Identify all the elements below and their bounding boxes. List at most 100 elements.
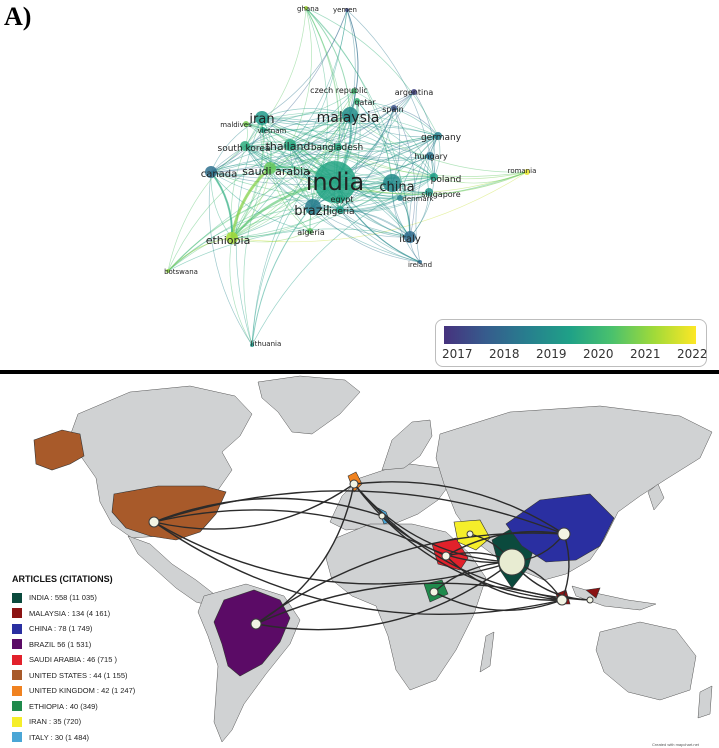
network-edge (349, 114, 431, 157)
network-edge (356, 100, 393, 184)
network-edge (244, 7, 307, 147)
legend-swatch (12, 732, 22, 743)
network-node-label: ireland (408, 261, 432, 269)
colorbar-gradient (444, 326, 696, 344)
network-edge (231, 198, 341, 239)
network-edge (261, 117, 339, 148)
network-nodes (166, 6, 530, 347)
network-node-label: argentina (395, 88, 434, 97)
network-edge (262, 112, 351, 131)
network-edge (167, 237, 233, 272)
network-edge (244, 145, 421, 263)
legend-row: UNITED KINGDOM : 42 (1 247) (12, 683, 135, 699)
network-edge (210, 117, 263, 173)
network-node (255, 111, 269, 125)
network-node (243, 121, 249, 127)
map-hub-node (148, 516, 160, 528)
network-node-label: singapore (421, 190, 461, 199)
network-edge (269, 114, 351, 169)
network-edge (305, 7, 351, 116)
network-edge (339, 191, 430, 212)
network-edge (244, 145, 314, 208)
network-edges (167, 7, 528, 346)
network-edge (269, 9, 348, 169)
network-edge (337, 146, 431, 161)
articles-legend: ARTICLES (CITATIONS) INDIA : 558 (11 035… (12, 574, 135, 745)
network-edge (261, 117, 339, 148)
network-edge (210, 117, 263, 173)
network-edge (231, 114, 351, 239)
legend-row: SAUDI ARABIA : 46 (715 ) (12, 652, 135, 668)
network-edge (261, 117, 439, 145)
network-node (397, 195, 403, 201)
network-node (240, 141, 250, 151)
legend-swatch (12, 701, 22, 712)
network-edge (231, 9, 348, 239)
legend-text: BRAZIL 56 (1 531) (29, 639, 92, 649)
legend-swatch (12, 654, 22, 665)
colorbar-tick: 2018 (489, 347, 520, 361)
co-authorship-network: india malaysia china iran brazil saudi arabia… (164, 5, 536, 348)
legend-swatch (12, 670, 22, 681)
network-edge (262, 128, 339, 148)
network-node-label: saudi arabia (242, 165, 310, 178)
network-edge (235, 117, 263, 346)
network-node (351, 88, 357, 94)
alaska-region (33, 429, 85, 471)
network-edge (269, 135, 439, 172)
collaboration-link (353, 483, 563, 601)
network-edge (210, 171, 233, 239)
network-edge (261, 114, 351, 125)
network-edge (353, 90, 435, 178)
network-node-label: denmark (402, 195, 434, 203)
network-edge (339, 135, 439, 211)
network-node-label: vietnam (258, 127, 287, 135)
network-edge (245, 123, 314, 208)
map-hub-nodes (148, 479, 594, 630)
map-hub-node (466, 530, 474, 538)
network-edge (289, 144, 393, 184)
network-edge (261, 117, 435, 178)
network-edge (349, 114, 528, 173)
network-edge (231, 155, 431, 239)
network-edge (356, 100, 411, 238)
network-edge (339, 197, 401, 212)
greenland-shape (257, 375, 361, 435)
network-edge (210, 9, 348, 173)
collaboration-link (153, 521, 513, 585)
network-edge (312, 206, 411, 238)
network-node-label: egypt (331, 195, 354, 204)
network-edge (312, 197, 401, 212)
legend-row: IRAN : 35 (720) (12, 714, 135, 730)
collaboration-link (153, 497, 383, 523)
network-edge (231, 230, 311, 243)
legend-swatch (12, 608, 22, 619)
network-node-label: algeria (297, 228, 325, 237)
legend-text: ETHIOPIA : 40 (349) (29, 701, 98, 711)
network-edge (289, 144, 421, 263)
network-edge (208, 171, 253, 346)
network-node (226, 232, 238, 244)
network-edge (289, 144, 341, 211)
panel-a-label: A) (4, 2, 32, 31)
legend-swatch (12, 592, 22, 603)
network-edge (269, 167, 311, 232)
collaboration-link (255, 532, 565, 625)
network-edge (305, 7, 341, 183)
network-node-label: yemen (333, 6, 357, 14)
network-edge (261, 108, 351, 119)
network-node (430, 173, 438, 181)
japan-shape (647, 483, 665, 511)
map-hub-node (378, 512, 386, 520)
map-hub-node (586, 596, 594, 604)
network-edge (167, 228, 411, 272)
network-node (284, 139, 296, 151)
network-edge (243, 167, 271, 346)
china-region (505, 493, 615, 563)
network-edge (413, 91, 436, 178)
network-edge (244, 145, 341, 211)
map-hub-node (441, 551, 451, 561)
legend-text: UNITED STATES : 44 (1 155) (29, 670, 128, 680)
network-edge (415, 135, 439, 263)
network-edge (245, 123, 393, 184)
